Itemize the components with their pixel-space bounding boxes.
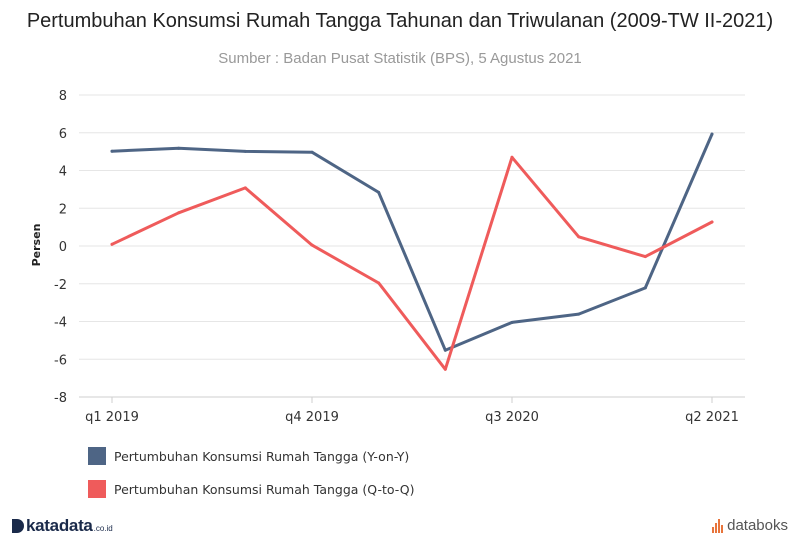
legend-label-yoy: Pertumbuhan Konsumsi Rumah Tangga (Y-on-…: [114, 448, 410, 464]
chart-subtitle: Sumber : Badan Pusat Statistik (BPS), 5 …: [218, 50, 582, 67]
y-tick-label: 0: [59, 240, 67, 255]
x-tick-label: q4 2019: [285, 410, 339, 425]
y-tick-label: 2: [59, 202, 67, 217]
x-axis-ticks: q1 2019 q4 2019 q3 2020 q2 2021: [85, 397, 739, 425]
data-point-qtq[interactable]: [643, 255, 647, 259]
katadata-logo-icon: [12, 519, 24, 533]
data-point-qtq[interactable]: [710, 220, 714, 224]
legend-item-qtq[interactable]: Pertumbuhan Konsumsi Rumah Tangga (Q-to-…: [88, 479, 414, 499]
data-point-yoy[interactable]: [443, 348, 447, 352]
chart-title: Pertumbuhan Konsumsi Rumah Tangga Tahuna…: [26, 10, 774, 32]
katadata-logo[interactable]: katadata .co.id: [12, 516, 113, 536]
chart-legend: Pertumbuhan Konsumsi Rumah Tangga (Y-on-…: [88, 446, 414, 512]
katadata-logo-suffix: .co.id: [93, 524, 113, 533]
data-point-qtq[interactable]: [377, 281, 381, 285]
data-point-yoy[interactable]: [243, 149, 247, 153]
legend-item-yoy[interactable]: Pertumbuhan Konsumsi Rumah Tangga (Y-on-…: [88, 446, 414, 466]
grid-lines: [79, 94, 745, 398]
y-tick-label: 8: [59, 89, 67, 104]
y-axis-ticks: -8 -6 -4 -2 0 2 4 6 8: [54, 89, 67, 406]
y-tick-label: -6: [54, 353, 67, 368]
data-point-qtq[interactable]: [110, 242, 114, 246]
series-line-yoy[interactable]: [110, 132, 714, 352]
y-tick-label: 6: [59, 127, 67, 142]
data-point-qtq[interactable]: [177, 211, 181, 215]
x-tick-label: q2 2021: [685, 410, 739, 425]
data-point-yoy[interactable]: [310, 150, 314, 154]
y-tick-label: -8: [54, 391, 67, 406]
data-point-yoy[interactable]: [177, 146, 181, 150]
data-point-yoy[interactable]: [643, 286, 647, 290]
databoks-logo[interactable]: databoks: [712, 517, 788, 534]
y-tick-label: -2: [54, 278, 67, 293]
series-lines: [110, 132, 714, 371]
y-tick-label: -4: [54, 316, 67, 331]
series-line-qtq[interactable]: [110, 155, 714, 371]
data-point-qtq[interactable]: [243, 186, 247, 190]
x-tick-label: q3 2020: [485, 410, 539, 425]
data-point-yoy[interactable]: [710, 132, 714, 136]
data-point-yoy[interactable]: [510, 320, 514, 324]
data-point-qtq[interactable]: [310, 243, 314, 247]
data-point-yoy[interactable]: [577, 312, 581, 316]
data-point-yoy[interactable]: [110, 149, 114, 153]
data-point-yoy[interactable]: [377, 190, 381, 194]
data-point-qtq[interactable]: [443, 367, 447, 371]
data-point-qtq[interactable]: [577, 235, 581, 239]
legend-swatch-qtq: [88, 480, 106, 498]
databoks-logo-text: databoks: [727, 517, 788, 534]
x-tick-label: q1 2019: [85, 410, 139, 425]
y-tick-label: 4: [59, 165, 67, 180]
legend-swatch-yoy: [88, 447, 106, 465]
legend-label-qtq: Pertumbuhan Konsumsi Rumah Tangga (Q-to-…: [114, 481, 415, 497]
bar-chart-icon: [712, 518, 724, 533]
y-axis-label: Persen: [30, 224, 43, 267]
data-point-qtq[interactable]: [510, 155, 514, 159]
katadata-logo-text: katadata: [26, 516, 93, 535]
